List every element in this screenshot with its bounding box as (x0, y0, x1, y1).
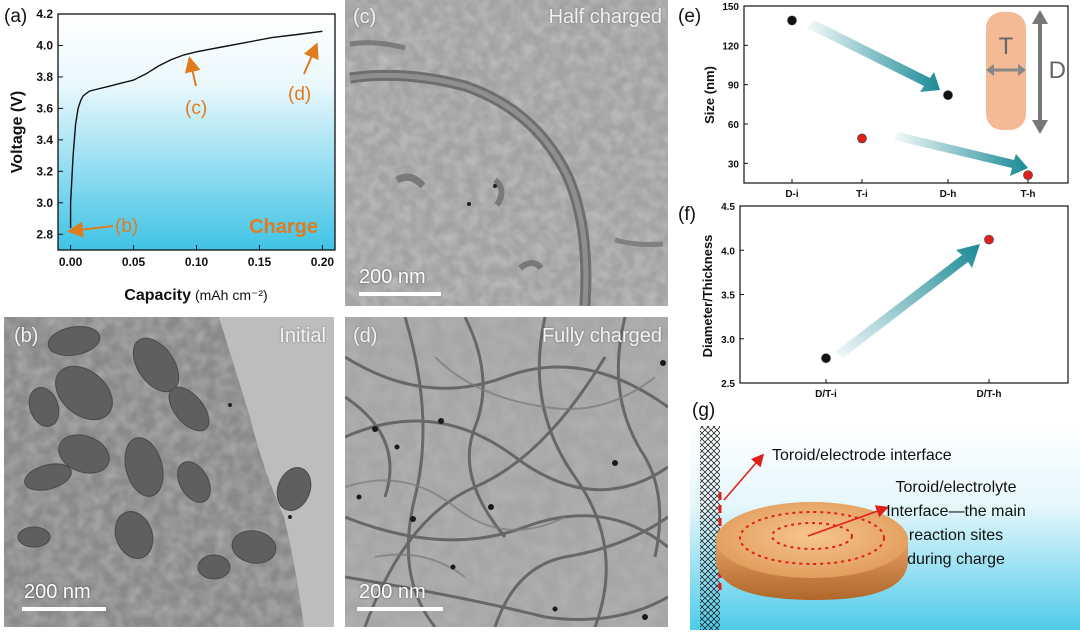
panel-a-xtick-label: 0.05 (122, 255, 146, 269)
electrode-mesh (700, 426, 720, 630)
panel-d-title: Fully charged (541, 325, 662, 347)
e-point (1023, 170, 1033, 180)
panel-a-ytick-label: 3.4 (36, 133, 53, 147)
e-point (857, 133, 867, 144)
panel-c-title: Half charged (548, 6, 662, 28)
marker-c-arrow (184, 56, 201, 87)
panel-e-trend-arrow-t (894, 132, 1028, 176)
marker-d-label: (d) (288, 84, 311, 105)
reaction-ring-inner (771, 522, 853, 550)
svg-text:Interface—the main: Interface—the main (886, 503, 1026, 520)
toroid-disc-top (716, 502, 908, 578)
f-ytick-label: 4.5 (721, 202, 735, 213)
electrolyte-interface-text: Toroid/electrolyte Interface—the main re… (886, 479, 1026, 568)
panel-f-chart: 2.5 3.0 3.5 4.0 4.5 D/T-i D/T-h Diameter/Thic… (700, 202, 1069, 400)
panel-d-tem-image: (d) Fully charged 200 nm (345, 317, 668, 627)
panel-a-ytick-label: 3.0 (36, 196, 53, 210)
panel-f-trend-arrow (835, 244, 980, 358)
marker-b-arrow (67, 221, 114, 238)
e-xtick-label: D-h (940, 189, 957, 200)
panel-d-label: (d) (353, 325, 378, 347)
f-ytick-label: 3.0 (721, 335, 735, 346)
e-ytick-label: 30 (728, 159, 740, 170)
panel-d-texture (345, 317, 668, 627)
e-ytick-label: 60 (728, 120, 740, 131)
panel-c-texture (345, 0, 668, 306)
panel-a-ytick-label: 3.6 (36, 101, 53, 115)
voltage-curve (69, 30, 323, 228)
panel-c-scalebar (359, 292, 441, 296)
e-point (943, 90, 953, 100)
marker-b-label: (b) (115, 216, 138, 237)
panel-a-ytick-label: 3.8 (36, 70, 53, 84)
panel-b-label: (b) (14, 325, 39, 347)
panel-b-texture (4, 317, 334, 627)
reaction-ring-outer (739, 511, 885, 565)
legend-D: D (1049, 57, 1066, 84)
legend-T: T (999, 33, 1014, 60)
panel-e: 30 60 90 120 150 D-i T-i D-h T-h T D Size (nm) … (672, 0, 1080, 200)
electrode-interface-arrow (723, 453, 765, 501)
f-xtick-label: D/T-i (815, 389, 837, 400)
panel-e-label: (e) (678, 6, 702, 27)
panel-c-label: (c) (353, 6, 377, 28)
f-ytick-label: 4.0 (721, 246, 735, 257)
panel-d-scalebar (357, 607, 443, 611)
f-point (821, 353, 831, 364)
panel-a-chart: 2.8 3.0 3.2 3.4 3.6 3.8 4.0 4.2 0.00 0.05 0.10 0.1… (9, 7, 336, 304)
panel-a-ytick-label: 4.0 (36, 38, 53, 52)
e-xtick-label: T-h (1021, 189, 1036, 200)
f-ytick-label: 3.5 (721, 291, 735, 302)
svg-text:reaction sites: reaction sites (909, 527, 1003, 544)
e-ytick-label: 90 (728, 81, 740, 92)
panel-a-ytick-label: 3.2 (36, 164, 53, 178)
svg-text:Toroid/electrolyte: Toroid/electrolyte (896, 479, 1017, 496)
panel-a-ytick-label: 4.2 (36, 7, 53, 21)
panel-a-ylabel: Voltage (V) (9, 91, 26, 173)
panel-g-schematic: Toroid/electrode interface Toroid/electr… (690, 422, 1080, 630)
electrolyte-interface-arrow (807, 505, 890, 537)
panel-f-plot-frame (739, 205, 1069, 384)
electrode-interface-text: Toroid/electrode interface (772, 447, 952, 464)
f-point (984, 234, 994, 245)
e-ytick-label: 150 (722, 2, 739, 13)
panel-c-scalebar-text: 200 nm (359, 266, 426, 288)
panel-b-title: Initial (279, 325, 326, 347)
panel-b-scalebar (22, 607, 106, 611)
charge-label: Charge (249, 216, 318, 238)
panel-a-xtick-label: 0.15 (248, 255, 272, 269)
panel-a-xlabel: Capacity (mAh cm⁻²) (124, 287, 267, 304)
e-xtick-label: T-i (856, 189, 868, 200)
panel-g: Toroid/electrode interface Toroid/electr… (690, 400, 1080, 630)
panel-a-xtick-label: 0.10 (185, 255, 209, 269)
panel-f-ylabel: Diameter/Thickness (700, 235, 715, 358)
panel-a-xtick-label: 0.00 (59, 255, 83, 269)
e-xtick-label: D-i (785, 189, 799, 200)
panel-c-tem-image: (c) Half charged 200 nm (345, 0, 668, 306)
panel-e-chart: 30 60 90 120 150 D-i T-i D-h T-h T D Size (nm) (702, 2, 1069, 200)
panel-b-scalebar-text: 200 nm (24, 581, 91, 603)
marker-d-arrow (303, 42, 319, 75)
panel-a-plot-bg (58, 14, 335, 250)
panel-e-trend-arrow-d (807, 20, 940, 92)
e-point (787, 15, 797, 26)
panel-d-scalebar-text: 200 nm (359, 581, 426, 603)
marker-c-label: (c) (185, 98, 207, 119)
panel-g-label: (g) (692, 400, 716, 421)
svg-text:during charge: during charge (907, 551, 1005, 568)
panel-a: 2.8 3.0 3.2 3.4 3.6 3.8 4.0 4.2 0.00 0.05 0.10 0.1… (0, 0, 345, 310)
panel-a-ytick-label: 2.8 (36, 227, 53, 241)
panel-f: 2.5 3.0 3.5 4.0 4.5 D/T-i D/T-h Diameter/Thic… (672, 200, 1080, 400)
panel-a-xtick-label: 0.20 (311, 255, 335, 269)
f-ytick-label: 2.5 (721, 379, 735, 390)
f-xtick-label: D/T-h (977, 389, 1002, 400)
panel-b-tem-image: (b) Initial 200 nm (4, 317, 334, 627)
e-ytick-label: 120 (722, 41, 739, 52)
panel-a-label: (a) (4, 6, 28, 27)
panel-e-ylabel: Size (nm) (702, 66, 717, 124)
panel-f-label: (f) (678, 204, 696, 225)
